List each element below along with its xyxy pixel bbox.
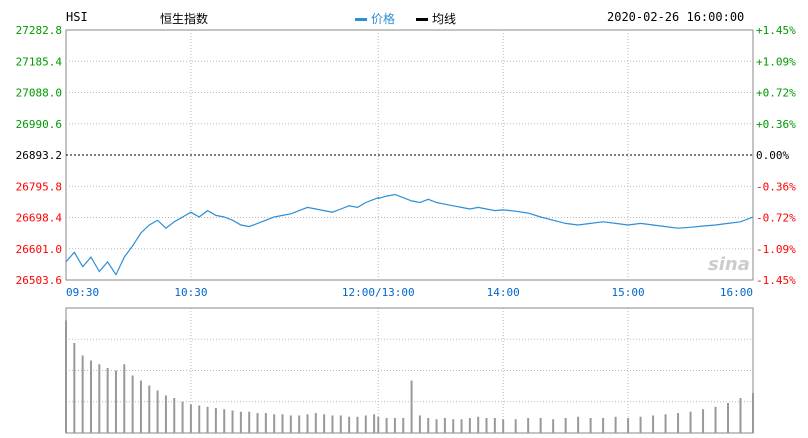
timestamp: 2020-02-26 16:00:00 xyxy=(607,10,745,24)
x-tick-label: 15:00 xyxy=(612,286,645,299)
x-tick-label: 12:00/13:00 xyxy=(342,286,415,299)
volume-panel-frame xyxy=(65,307,754,434)
y-tick-label: 27088.0 xyxy=(16,87,62,100)
y-tick-pct-label: +1.45% xyxy=(756,24,796,37)
x-tick-label: 10:30 xyxy=(174,286,207,299)
x-tick-label: 16:00 xyxy=(720,286,753,299)
index-name: 恒生指数 xyxy=(160,12,209,26)
legend-avg-label: 均线 xyxy=(432,12,457,26)
symbol-label: HSI xyxy=(66,10,88,24)
y-tick-label: 26503.6 xyxy=(16,274,62,287)
legend-avg: 均线 xyxy=(416,10,456,27)
y-tick-pct-label: +0.36% xyxy=(756,118,796,131)
legend-price-key xyxy=(355,18,367,21)
y-tick-label: 26601.0 xyxy=(16,243,62,256)
y-tick-label: 26698.4 xyxy=(16,212,63,225)
x-tick-label: 14:00 xyxy=(487,286,520,299)
y-tick-label: 26990.6 xyxy=(16,118,62,131)
price-panel-frame xyxy=(65,29,754,281)
y-tick-pct-label: -1.09% xyxy=(756,243,796,256)
legend-price-label: 价格 xyxy=(371,12,396,26)
y-tick-pct-label: -0.72% xyxy=(756,212,796,225)
y-tick-label: 27282.8 xyxy=(16,24,62,37)
y-tick-label: 27185.4 xyxy=(16,55,63,68)
y-tick-pct-label: 0.00% xyxy=(756,149,789,162)
x-tick-label: 09:30 xyxy=(66,286,99,299)
price-line xyxy=(65,193,754,276)
y-tick-pct-label: -1.45% xyxy=(756,274,796,287)
sina-watermark: sina xyxy=(708,254,750,275)
y-tick-pct-label: -0.36% xyxy=(756,180,796,193)
y-tick-pct-label: +0.72% xyxy=(756,87,796,100)
y-tick-label: 26795.8 xyxy=(16,180,62,193)
legend-avg-key xyxy=(416,18,428,21)
legend-price: 价格 xyxy=(355,10,395,27)
y-tick-pct-label: +1.09% xyxy=(756,55,796,68)
y-tick-label: 26893.2 xyxy=(16,149,62,162)
